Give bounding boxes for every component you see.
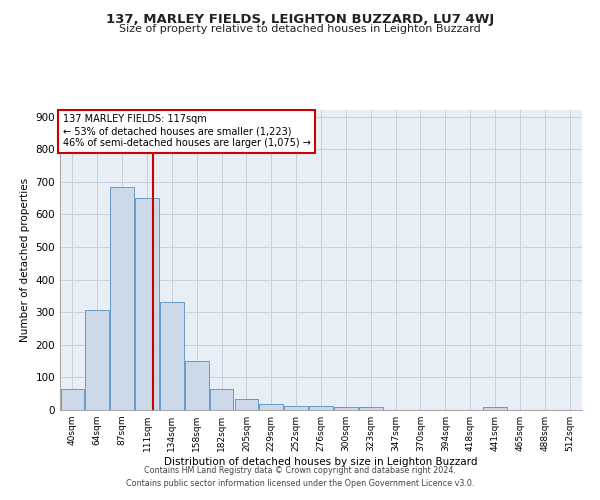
- Bar: [185, 361, 209, 410]
- X-axis label: Distribution of detached houses by size in Leighton Buzzard: Distribution of detached houses by size …: [164, 457, 478, 467]
- Bar: [210, 389, 233, 410]
- Bar: [309, 406, 333, 410]
- Text: Size of property relative to detached houses in Leighton Buzzard: Size of property relative to detached ho…: [119, 24, 481, 34]
- Bar: [334, 406, 358, 410]
- Bar: [235, 398, 258, 410]
- Y-axis label: Number of detached properties: Number of detached properties: [20, 178, 30, 342]
- Bar: [284, 406, 308, 410]
- Bar: [359, 408, 383, 410]
- Bar: [160, 302, 184, 410]
- Text: Contains HM Land Registry data © Crown copyright and database right 2024.
Contai: Contains HM Land Registry data © Crown c…: [126, 466, 474, 487]
- Bar: [110, 186, 134, 410]
- Bar: [85, 310, 109, 410]
- Bar: [259, 404, 283, 410]
- Text: 137 MARLEY FIELDS: 117sqm
← 53% of detached houses are smaller (1,223)
46% of se: 137 MARLEY FIELDS: 117sqm ← 53% of detac…: [62, 114, 310, 148]
- Bar: [135, 198, 159, 410]
- Bar: [61, 389, 84, 410]
- Text: 137, MARLEY FIELDS, LEIGHTON BUZZARD, LU7 4WJ: 137, MARLEY FIELDS, LEIGHTON BUZZARD, LU…: [106, 12, 494, 26]
- Bar: [483, 406, 507, 410]
